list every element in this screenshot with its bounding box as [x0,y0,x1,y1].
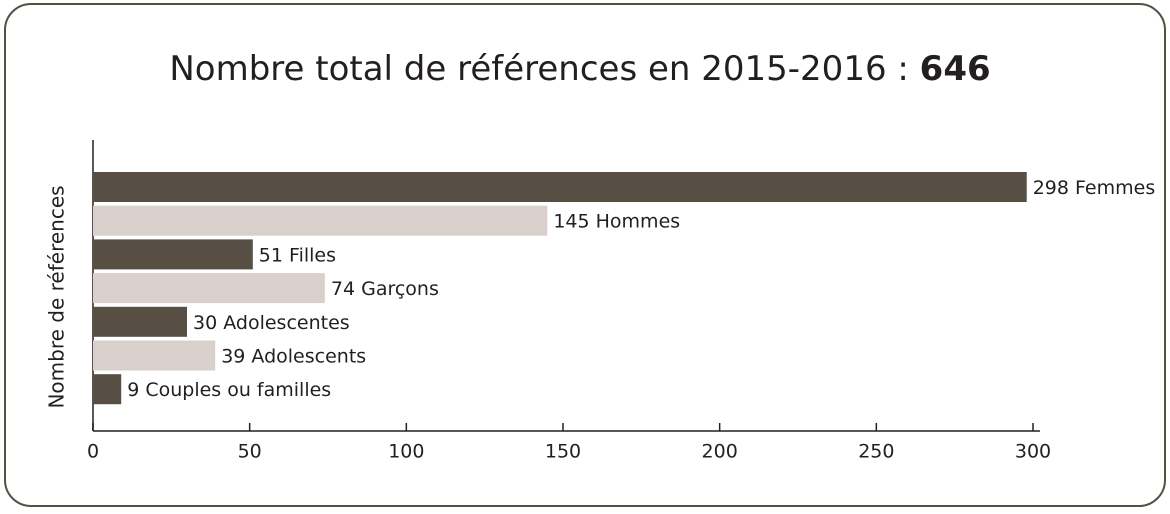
category-label: Adolescents [251,345,366,367]
bar-label: 9 Couples ou familles [127,379,331,401]
category-label: Femmes [1075,177,1155,199]
bar-label: 39 Adolescents [221,345,366,367]
x-tick-label: 250 [858,441,894,463]
chart-title: Nombre total de références en 2015-2016 … [169,49,990,89]
value-label: 39 [221,345,245,367]
category-label: Garçons [361,278,439,300]
bar [93,374,122,405]
x-tick-label: 100 [388,441,424,463]
value-label: 74 [331,278,355,300]
bar-label: 51 Filles [259,244,336,266]
category-label: Couples ou familles [145,379,331,401]
bar [93,340,216,371]
bar-label: 298 Femmes [1033,177,1156,199]
y-axis-label: Nombre de références [45,185,69,408]
bar-label: 30 Adolescentes [193,311,350,333]
bar [93,306,187,337]
bar [93,172,1027,202]
bar [93,205,548,236]
x-tick-label: 0 [87,441,99,463]
value-label: 51 [259,244,283,266]
category-label: Hommes [596,210,681,232]
bar-label: 74 Garçons [331,278,439,300]
value-label: 9 [127,379,139,401]
x-tick-label: 150 [545,441,581,463]
category-label: Filles [289,244,336,266]
value-label: 145 [553,210,589,232]
value-label: 30 [193,311,217,333]
x-tick-label: 300 [1015,441,1051,463]
bar [93,273,325,304]
x-tick-label: 50 [238,441,262,463]
category-label: Adolescentes [223,311,349,333]
value-label: 298 [1033,177,1069,199]
title-total: 646 [920,49,991,89]
bar [93,239,253,270]
frame [4,3,1166,507]
title-text: Nombre total de références en 2015-2016 … [169,49,908,89]
bar-label: 145 Hommes [553,210,680,232]
x-tick-label: 200 [702,441,738,463]
